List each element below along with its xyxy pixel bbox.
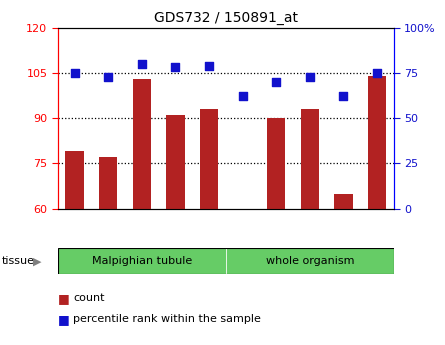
Bar [368,76,386,209]
Text: count: count [73,294,105,303]
Text: Malpighian tubule: Malpighian tubule [92,256,192,266]
Text: percentile rank within the sample: percentile rank within the sample [73,314,261,324]
Bar [166,115,185,209]
Text: ■: ■ [58,313,69,326]
Point [105,74,112,79]
Point [206,63,213,68]
Point [306,74,313,79]
Text: whole organism: whole organism [266,256,354,266]
Point [340,93,347,99]
Bar [133,79,151,209]
Bar [334,194,353,209]
Point [172,65,179,70]
Bar [65,151,84,209]
Point [138,61,146,67]
Point [239,93,246,99]
Bar [200,109,218,209]
Point [71,70,78,76]
Title: GDS732 / 150891_at: GDS732 / 150891_at [154,11,298,25]
Point [373,70,380,76]
Bar [267,118,286,209]
Text: ■: ■ [58,292,69,305]
Point [273,79,280,85]
Bar [300,109,319,209]
Text: ▶: ▶ [32,256,41,266]
Text: tissue: tissue [2,256,35,266]
Bar [226,248,394,274]
Bar [99,157,117,209]
Bar [58,248,226,274]
